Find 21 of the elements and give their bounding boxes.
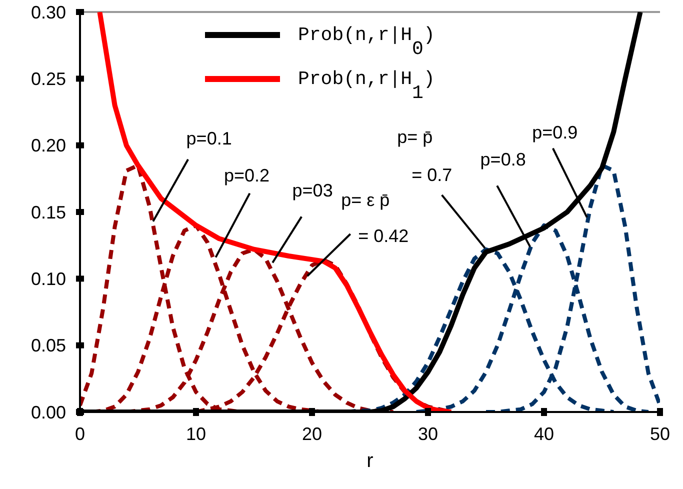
y-tick-label: 0.05 xyxy=(30,336,66,356)
y-tick-label: 0.30 xyxy=(30,2,66,22)
annotation: p=0.9 xyxy=(532,122,578,142)
y-tick-label: 0.25 xyxy=(30,68,66,89)
annotation: p= p̄ = 0.7 xyxy=(397,127,452,185)
x-tick-label: 40 xyxy=(534,424,554,444)
x-tick-label: 30 xyxy=(418,424,438,444)
x-axis-title: r xyxy=(366,450,374,472)
x-tick-label: 20 xyxy=(302,424,322,444)
annotation: p=0.8 xyxy=(480,150,526,170)
y-tick-label: 0.00 xyxy=(30,402,66,422)
y-tick-label: 0.15 xyxy=(30,202,66,222)
annotation: p=03 xyxy=(292,180,333,201)
y-tick-label: 0.20 xyxy=(30,136,66,156)
x-tick-label: 10 xyxy=(186,424,206,444)
y-tick-label: 0.10 xyxy=(30,268,66,289)
x-tick-label: 0 xyxy=(74,424,86,444)
x-tick-label: 50 xyxy=(650,424,670,444)
annotation: p= ε p̄ = 0.42 xyxy=(341,190,409,246)
annotation: p=0.1 xyxy=(186,128,232,148)
annotation: p=0.2 xyxy=(224,165,270,186)
